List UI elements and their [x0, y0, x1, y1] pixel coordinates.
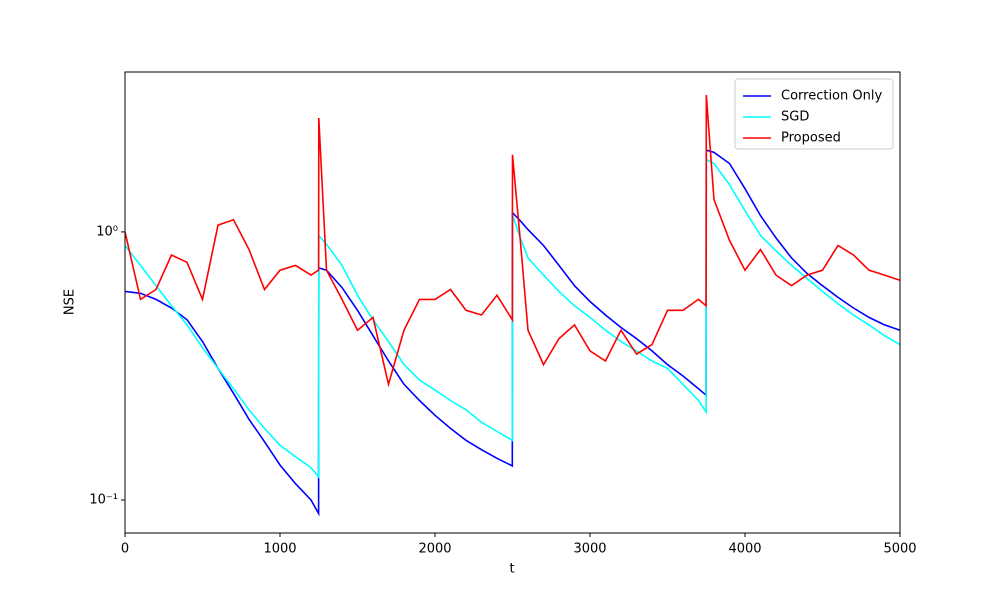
x-tick-label: 4000 — [728, 542, 761, 557]
x-tick-label: 1000 — [263, 542, 296, 557]
x-tick-label: 3000 — [573, 542, 606, 557]
x-tick-label: 5000 — [883, 542, 916, 557]
y-tick-label: 10⁻¹ — [89, 492, 118, 507]
x-axis-label: t — [509, 562, 514, 577]
x-tick-label: 2000 — [418, 542, 451, 557]
legend-label: Proposed — [781, 131, 841, 146]
y-axis-label: NSE — [63, 289, 78, 315]
line-series — [125, 95, 900, 388]
legend-box — [734, 78, 894, 150]
y-tick-label: 10⁰ — [96, 224, 118, 239]
legend-label: SGD — [781, 110, 809, 125]
plot-frame — [124, 71, 901, 534]
legend-label: Correction Only — [781, 89, 882, 104]
legend: Correction Only SGD Proposed — [734, 78, 894, 150]
x-tick-label: 0 — [121, 542, 129, 557]
